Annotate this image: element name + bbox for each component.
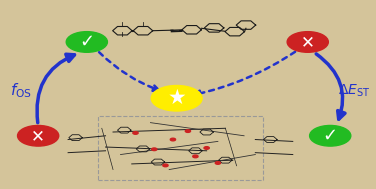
Circle shape xyxy=(152,148,157,151)
Circle shape xyxy=(151,85,202,111)
Circle shape xyxy=(204,147,209,149)
Circle shape xyxy=(133,132,138,134)
Circle shape xyxy=(185,130,191,132)
Circle shape xyxy=(163,164,168,167)
Text: ✕: ✕ xyxy=(31,127,45,145)
Bar xyxy=(98,116,263,180)
Text: ✓: ✓ xyxy=(79,33,94,51)
FancyArrowPatch shape xyxy=(99,52,159,91)
Circle shape xyxy=(170,138,176,141)
FancyArrowPatch shape xyxy=(316,54,345,119)
Circle shape xyxy=(193,155,198,158)
Circle shape xyxy=(66,32,108,52)
FancyArrowPatch shape xyxy=(195,52,295,96)
Text: ★: ★ xyxy=(167,88,186,108)
Text: ✕: ✕ xyxy=(301,33,315,51)
Circle shape xyxy=(18,125,59,146)
FancyArrowPatch shape xyxy=(37,54,74,123)
Text: ✓: ✓ xyxy=(323,127,338,145)
Text: $f_{\mathrm{OS}}$: $f_{\mathrm{OS}}$ xyxy=(10,81,32,100)
Circle shape xyxy=(287,32,328,52)
Circle shape xyxy=(215,162,220,164)
Circle shape xyxy=(309,125,351,146)
Text: $\Delta E_{\mathrm{ST}}$: $\Delta E_{\mathrm{ST}}$ xyxy=(338,83,371,99)
